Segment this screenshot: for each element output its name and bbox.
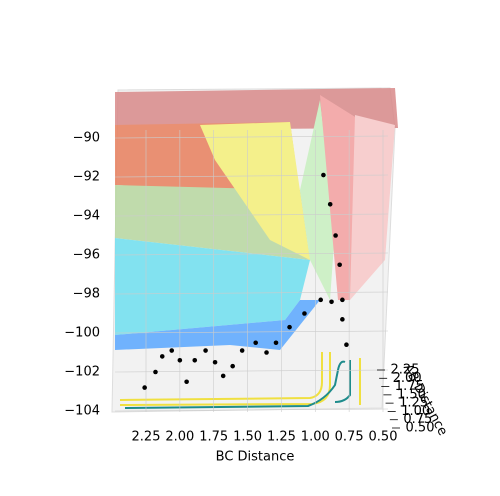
trajectory-point (212, 359, 218, 365)
trajectory-point (333, 233, 338, 238)
y-tick-label: 0.75 (403, 412, 432, 427)
x-axis-label: BC Distance (216, 450, 295, 465)
trajectory-point (340, 297, 345, 303)
x-tick-label: 1.75 (199, 430, 228, 445)
trajectory-point (220, 373, 226, 379)
trajectory-point (203, 348, 208, 353)
y-tick-label: 1.75 (395, 379, 424, 394)
y-tick-label: 1.50 (397, 387, 426, 402)
y-tick-label: 1.25 (399, 396, 428, 411)
grid-line (114, 174, 389, 178)
trajectory-point (159, 354, 165, 359)
trajectory-point (142, 385, 147, 390)
trajectory-point (230, 363, 235, 369)
trajectory-point (337, 262, 342, 268)
x-tick-label: 1.25 (267, 430, 296, 445)
trajectory-point (177, 358, 183, 363)
x-tick-label: 1.00 (301, 430, 330, 445)
z-tick-label: −104 (64, 404, 100, 419)
trajectory-point (169, 348, 175, 353)
trajectory-point (184, 379, 189, 385)
trajectory-point (273, 340, 279, 346)
trajectory-point (302, 311, 307, 316)
trajectory-point (253, 340, 258, 346)
trajectory-point (153, 369, 158, 375)
z-tick-label: −90 (73, 131, 100, 146)
grid-line (114, 408, 389, 412)
x-tick-label: 2.00 (165, 430, 194, 445)
trajectory-point (344, 342, 349, 348)
grid-line (114, 135, 389, 139)
grid-line (114, 330, 389, 334)
trajectory-point (318, 297, 324, 303)
trajectory-point (321, 172, 326, 178)
y-tick-label: 1.00 (401, 404, 430, 419)
z-tick-label: −102 (64, 365, 100, 380)
y-tick-label: 2.00 (393, 371, 422, 386)
grid-line (114, 213, 389, 217)
trajectory-point (340, 317, 345, 322)
contours (119, 352, 361, 409)
trajectory-point (329, 299, 334, 305)
y-tick-label: 0.50 (406, 421, 435, 436)
trajectory-point (239, 348, 245, 353)
trajectory-point (327, 202, 333, 207)
grid-line (114, 369, 389, 373)
z-tick-label: −94 (73, 209, 100, 224)
z-tick-label: −100 (64, 326, 100, 341)
x-tick-label: 0.50 (369, 430, 398, 445)
y-tick-label: 2.25 (391, 363, 420, 378)
z-tick-label: −92 (73, 170, 100, 185)
x-tick-label: 0.75 (335, 430, 364, 445)
x-tick-label: 1.50 (233, 430, 262, 445)
grid-line (114, 252, 389, 256)
trajectory-point (192, 358, 198, 363)
z-tick-label: −98 (73, 287, 100, 302)
grid-line (114, 291, 389, 295)
z-tick-label: −96 (73, 248, 100, 263)
trajectory-point (287, 324, 292, 330)
trajectory-point (264, 350, 269, 355)
x-tick-label: 2.25 (132, 430, 161, 445)
